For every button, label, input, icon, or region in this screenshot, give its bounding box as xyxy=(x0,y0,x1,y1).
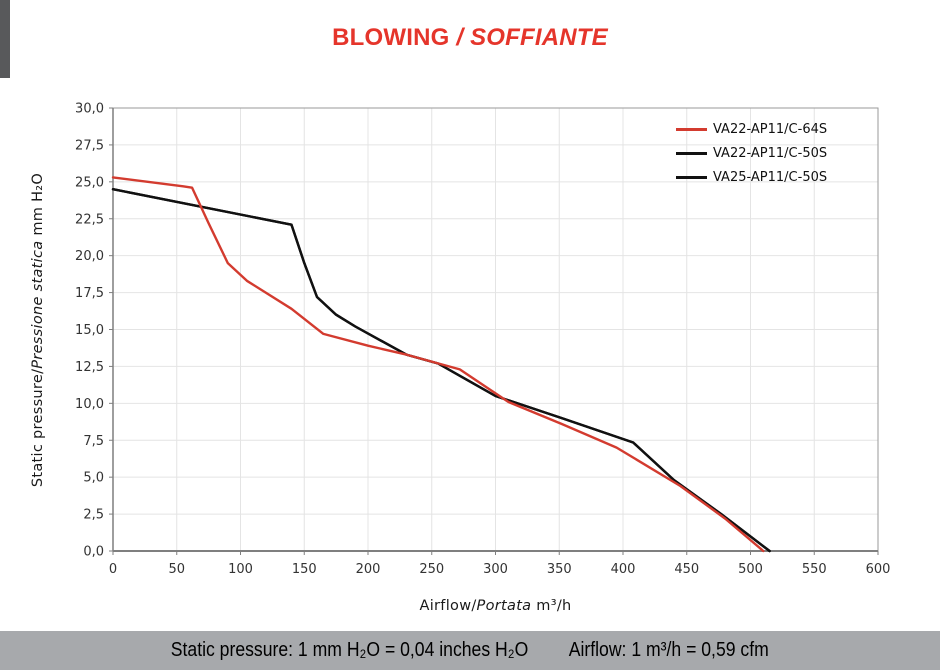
chart-plot-area: 0 50 100 150 200 250 300 350 400 450 500 550 600 0,0 2… xyxy=(75,102,891,578)
legend-label: VA22-AP11/C-64S xyxy=(713,122,828,137)
y-axis-title-en: Static pressure/ xyxy=(30,368,46,488)
svg-text:7,5: 7,5 xyxy=(83,434,104,449)
left-edge-bar xyxy=(0,0,10,78)
svg-text:300: 300 xyxy=(483,562,508,577)
svg-text:17,5: 17,5 xyxy=(75,286,104,301)
legend-line-red-icon xyxy=(676,128,707,131)
svg-text:0: 0 xyxy=(109,562,117,577)
chart-title: BLOWING / SOFFIANTE xyxy=(0,24,940,52)
legend-line-black-icon xyxy=(676,152,707,155)
svg-text:200: 200 xyxy=(356,562,381,577)
svg-text:400: 400 xyxy=(611,562,636,577)
legend-line-black-icon xyxy=(676,176,707,179)
svg-text:600: 600 xyxy=(866,562,891,577)
footer-conversion-notes: Static pressure: 1 mm H₂O = 0,04 inches … xyxy=(171,639,769,662)
svg-text:5,0: 5,0 xyxy=(83,471,104,486)
svg-text:450: 450 xyxy=(674,562,699,577)
svg-text:500: 500 xyxy=(738,562,763,577)
x-axis-title-en: Airflow/ xyxy=(419,598,477,614)
svg-text:0,0: 0,0 xyxy=(83,545,104,560)
legend-item-va25-c50s: VA25-AP11/C-50S xyxy=(676,170,827,185)
chart-title-it: / SOFFIANTE xyxy=(456,24,608,51)
x-axis-title: Airflow/Portata m³/h xyxy=(113,598,878,614)
chart-title-en: BLOWING xyxy=(332,24,457,51)
svg-text:2,5: 2,5 xyxy=(83,508,104,523)
svg-text:550: 550 xyxy=(802,562,827,577)
x-axis-title-it: Portata xyxy=(476,598,532,614)
svg-text:20,0: 20,0 xyxy=(75,249,104,264)
svg-text:25,0: 25,0 xyxy=(75,175,104,190)
svg-text:10,0: 10,0 xyxy=(75,397,104,412)
legend-item-va22-c64s: VA22-AP11/C-64S xyxy=(676,122,827,137)
svg-text:27,5: 27,5 xyxy=(75,138,104,153)
svg-text:250: 250 xyxy=(419,562,444,577)
footer-bar: Static pressure: 1 mm H₂O = 0,04 inches … xyxy=(0,631,940,670)
svg-text:15,0: 15,0 xyxy=(75,323,104,338)
y-axis-title: Static pressure/Pressione statica mm H₂O xyxy=(30,173,46,487)
legend-label: VA25-AP11/C-50S xyxy=(713,170,828,185)
y-axis-title-it: Pressione statica xyxy=(30,240,46,369)
legend-item-va22-c50s: VA22-AP11/C-50S xyxy=(676,146,827,161)
svg-text:50: 50 xyxy=(168,562,185,577)
svg-text:150: 150 xyxy=(292,562,317,577)
svg-text:350: 350 xyxy=(547,562,572,577)
legend-label: VA22-AP11/C-50S xyxy=(713,146,828,161)
footer-pressure-note: Static pressure: 1 mm H₂O = 0,04 inches … xyxy=(171,639,529,661)
footer-airflow-note: Airflow: 1 m³/h = 0,59 cfm xyxy=(568,639,769,661)
svg-text:100: 100 xyxy=(228,562,253,577)
legend: VA22-AP11/C-64S VA22-AP11/C-50S VA25-AP1… xyxy=(676,122,827,185)
y-axis-title-unit: mm H₂O xyxy=(30,172,46,241)
svg-text:12,5: 12,5 xyxy=(75,360,104,375)
x-axis-title-unit: m³/h xyxy=(531,598,572,614)
svg-text:22,5: 22,5 xyxy=(75,212,104,227)
svg-text:30,0: 30,0 xyxy=(75,102,104,117)
